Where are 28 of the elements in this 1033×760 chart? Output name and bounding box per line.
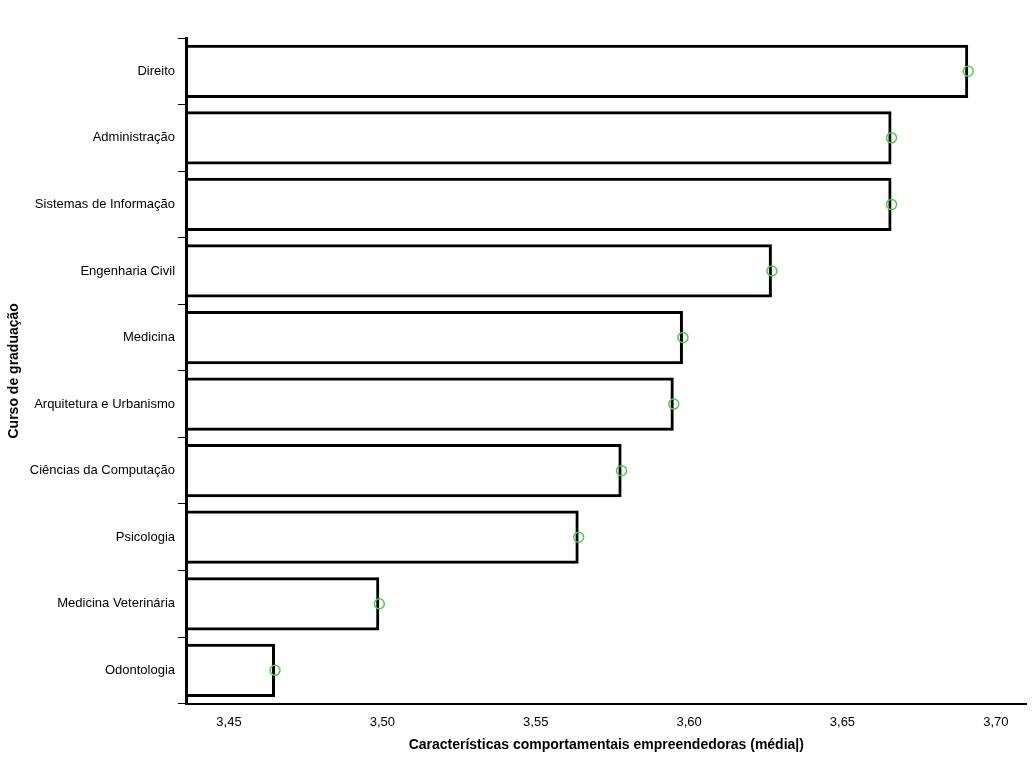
x-tick-label: 3,55 (523, 713, 549, 729)
x-tick-label: 3,50 (369, 713, 396, 729)
x-axis-title: Características comportamentais empreendedoras (média|) (408, 736, 804, 753)
point (615, 464, 628, 477)
y-tick-label: Arquitetura e Urbanismo (34, 395, 176, 411)
y-tick-label: Odontologia (104, 661, 176, 677)
x-tick-label: 3,60 (676, 713, 702, 729)
point (373, 598, 386, 610)
x-tick-label: 3,70 (983, 713, 1009, 729)
x-tick-label: 3,65 (829, 713, 856, 729)
x-tick-label: 3,45 (216, 713, 242, 729)
y-tick-label: Administração (92, 129, 176, 145)
y-axis-title: Curso de graduação (5, 303, 22, 439)
point (962, 65, 974, 78)
y-tick-label: Psicologia (115, 528, 176, 544)
point (269, 664, 281, 677)
point (677, 331, 689, 344)
point (668, 398, 680, 410)
y-tick-label: Engenharia Civil (80, 262, 176, 278)
point (572, 531, 585, 543)
point (885, 132, 898, 144)
point (885, 198, 898, 211)
point (766, 265, 778, 277)
y-tick-label: Medicina Veterinária (57, 595, 176, 611)
y-tick-label: Sistemas de Informação (34, 195, 176, 211)
y-tick-label: Direito (137, 62, 176, 78)
y-tick-label: Ciências da Computação (29, 462, 176, 478)
y-tick-label: Medicina (123, 329, 176, 345)
